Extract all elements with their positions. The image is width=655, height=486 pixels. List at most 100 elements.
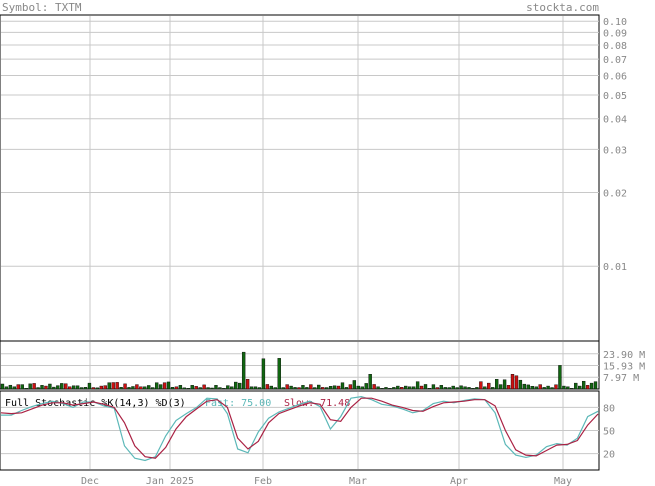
volume-bar (396, 385, 400, 390)
stochastic-lines (0, 395, 599, 462)
x-axis-labels: Dec Jan 2025 Feb Mar Apr May (81, 476, 572, 486)
volume-bar (241, 351, 246, 390)
volume-bar (238, 382, 242, 390)
volume-bar (562, 385, 566, 390)
site-label[interactable]: stockta.com (526, 1, 599, 14)
volume-bar (487, 382, 491, 390)
volume-bar (475, 387, 479, 390)
volume-bar (68, 386, 72, 390)
volume-bar (234, 381, 238, 390)
volume-bar (324, 387, 329, 390)
volume-bar (186, 388, 190, 390)
volume-bar (459, 385, 463, 390)
volume-bar (12, 386, 17, 390)
volume-bar (313, 387, 317, 390)
volume-bar (60, 383, 64, 390)
volume-bar (574, 382, 578, 390)
x-axis-label: Mar (349, 476, 367, 486)
volume-bar (202, 384, 206, 390)
stochastic-tick-label: 50 (603, 427, 615, 438)
price-tick-label: 0.07 (603, 55, 627, 66)
volume-bar (585, 385, 590, 390)
stochastic-grid (1, 392, 599, 469)
volume-bar (297, 387, 301, 390)
volume-bar (16, 384, 20, 390)
volume-bar (174, 386, 179, 390)
volume-bar (344, 387, 349, 390)
volume-bar (127, 387, 131, 390)
volume-bar (431, 384, 436, 390)
volume-bar (277, 358, 281, 390)
price-tick-label: 0.08 (603, 41, 627, 52)
volume-bar (538, 384, 542, 390)
x-axis-label: Dec (81, 476, 99, 486)
volume-bar (36, 387, 40, 390)
volume-bar (589, 382, 594, 390)
volume-bar (566, 386, 570, 390)
price-tick-label: 0.06 (603, 72, 627, 83)
volume-bar (340, 382, 345, 390)
volume-bar (483, 386, 487, 390)
volume-bar (4, 386, 9, 390)
volume-bar (154, 382, 159, 390)
volume-bar (245, 379, 250, 390)
volume-bar (301, 385, 305, 390)
slow-line (0, 397, 599, 459)
volume-bar (328, 385, 333, 390)
volume-bar (317, 384, 321, 390)
volume-bar (273, 387, 277, 390)
volume-grid (1, 342, 599, 388)
volume-bars (0, 351, 598, 390)
volume-bar (530, 385, 534, 390)
volume-bar (578, 385, 582, 390)
volume-bar (467, 387, 471, 390)
volume-bar (52, 386, 56, 390)
volume-bar (336, 385, 341, 390)
volume-bar (162, 382, 167, 390)
volume-bar (194, 386, 198, 390)
volume-bar (178, 385, 183, 390)
volume-bar (64, 383, 68, 390)
volume-bar (83, 387, 88, 390)
stochastic-title: Full Stochastic %K(14,3) %D(3) (5, 398, 186, 409)
volume-bar (352, 380, 357, 390)
volume-bar (24, 388, 28, 390)
volume-bar (139, 386, 143, 390)
volume-bar (309, 384, 313, 390)
volume-bar (119, 387, 123, 390)
volume-bar (99, 385, 103, 390)
volume-bar (79, 387, 84, 390)
volume-bar (443, 387, 447, 390)
volume-bar (348, 384, 353, 390)
volume-bar (360, 386, 364, 390)
volume-bar (510, 374, 515, 390)
volume-bar (368, 374, 372, 390)
volume-bar (222, 388, 226, 390)
volume-bar (131, 386, 135, 390)
volume-bar (289, 385, 293, 390)
volume-bar (514, 375, 519, 390)
price-axis-ticks: 0.100.09 0.08 0.07 0.06 0.05 0.04 0.03 0.02 0.01 (603, 17, 627, 273)
volume-bar (75, 385, 80, 390)
volume-bar (95, 387, 100, 390)
volume-bar (593, 381, 598, 390)
volume-bar (28, 383, 32, 390)
volume-bar (376, 386, 380, 390)
volume-bar (71, 385, 76, 390)
x-axis-label: Apr (450, 476, 468, 486)
volume-bar (502, 379, 507, 390)
stochastic-panel: Full Stochastic %K(14,3) %D(3) Fast: 75.… (0, 390, 615, 471)
volume-bar (198, 387, 202, 390)
volume-panel: 23.90 M15.93 M7.97 M (0, 340, 645, 390)
volume-bar (166, 381, 171, 390)
volume-bar (151, 387, 155, 390)
volume-bar (305, 387, 309, 390)
volume-axis-ticks: 23.90 M15.93 M7.97 M (603, 350, 645, 384)
volume-bar (364, 383, 368, 390)
volume-bar (506, 385, 511, 390)
volume-bar (111, 382, 115, 390)
volume-bar (143, 386, 147, 390)
volume-bar (498, 384, 503, 390)
volume-tick-label: 23.90 M (603, 350, 645, 361)
volume-bar (321, 387, 325, 390)
